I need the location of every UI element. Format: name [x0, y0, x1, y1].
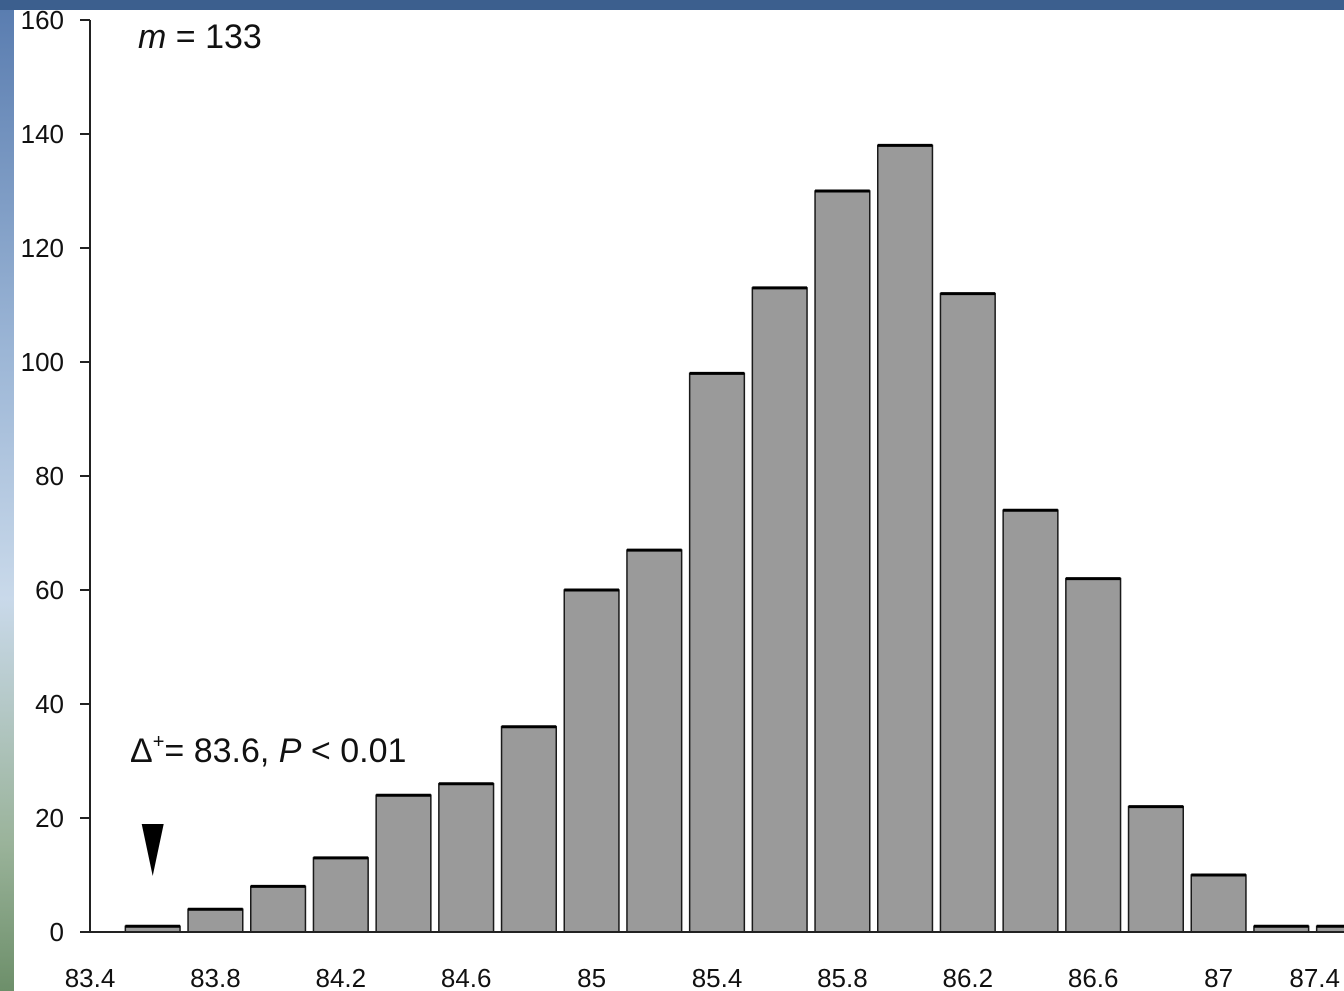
window-top-bar: [0, 0, 1344, 10]
p-symbol: P: [279, 732, 302, 770]
y-tick-label-100: 100: [21, 347, 64, 377]
bar-84.2: [312, 857, 369, 933]
bar-86.2: [939, 292, 996, 933]
bar-84.0: [250, 885, 307, 933]
bar-84.6: [438, 783, 495, 933]
bar-85.4: [688, 372, 746, 933]
x-tick-label-84.2: 84.2: [315, 963, 366, 991]
bar-85.8: [814, 190, 871, 933]
bar-87.4: [1315, 925, 1344, 933]
m-symbol: m: [138, 18, 166, 56]
x-tick-label-84.6: 84.6: [441, 963, 492, 991]
bar-84.8: [500, 726, 557, 933]
delta-superscript: +: [153, 731, 165, 753]
y-tick-label-60: 60: [35, 575, 64, 605]
bar-85.2: [626, 549, 683, 933]
bar-86.6: [1065, 577, 1122, 933]
bar-86.0: [877, 144, 934, 933]
p-value-text: < 0.01: [301, 732, 406, 770]
y-tick-label-120: 120: [21, 233, 64, 263]
x-axis-ticks: 83.4 83.8 84.2 84.6 85 85.4 85.8 86.2 86.6 87 87.4: [65, 963, 1340, 991]
x-tick-label-85: 85: [577, 963, 606, 991]
y-tick-label-40: 40: [35, 689, 64, 719]
y-tick-label-80: 80: [35, 461, 64, 491]
background-strip: [0, 10, 14, 991]
y-axis-ticks: 0 20 40 60 80 100 120 140 160: [21, 5, 90, 947]
x-tick-label-85.8: 85.8: [817, 963, 868, 991]
bar-85.0: [563, 589, 620, 933]
m-annotation: m = 133: [138, 18, 262, 56]
bar-83.8: [187, 908, 244, 933]
y-tick-label-20: 20: [35, 803, 64, 833]
y-tick-label-140: 140: [21, 119, 64, 149]
bars-group: [124, 143, 1344, 933]
x-tick-label-86.2: 86.2: [942, 963, 993, 991]
bar-85.6: [751, 287, 808, 933]
m-value-text: = 133: [166, 18, 261, 56]
y-tick-label-0: 0: [50, 917, 64, 947]
x-tick-label-86.6: 86.6: [1068, 963, 1119, 991]
bar-86.4: [1002, 509, 1059, 933]
delta-value-text: = 83.6,: [164, 732, 278, 770]
x-tick-label-83.4: 83.4: [65, 963, 116, 991]
delta-symbol: Δ: [130, 732, 153, 770]
delta-annotation: Δ+= 83.6, P < 0.01: [130, 731, 406, 770]
x-tick-label-83.8: 83.8: [190, 963, 241, 991]
x-tick-label-85.4: 85.4: [692, 963, 743, 991]
x-tick-label-87: 87: [1204, 963, 1233, 991]
arrow-marker-icon: [141, 824, 164, 876]
y-tick-label-160: 160: [21, 5, 64, 35]
bar-86.8: [1127, 805, 1185, 933]
bar-87.0: [1190, 874, 1247, 933]
x-tick-label-87.4: 87.4: [1289, 963, 1340, 991]
bar-84.4: [375, 794, 432, 933]
